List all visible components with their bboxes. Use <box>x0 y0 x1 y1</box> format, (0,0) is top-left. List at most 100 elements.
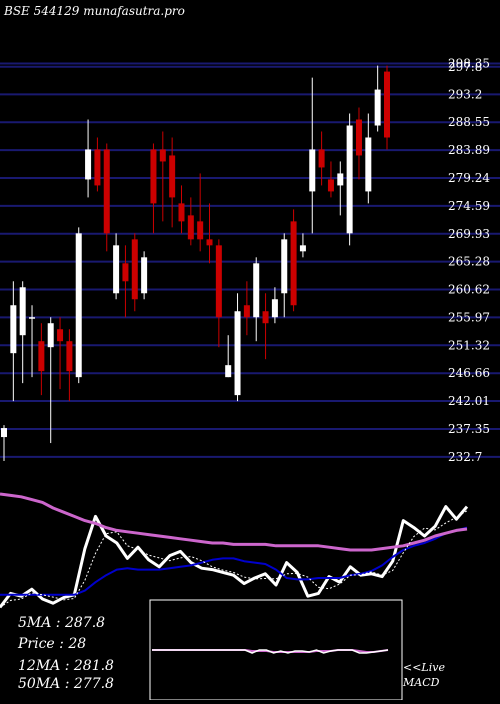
macd-layer <box>152 649 389 654</box>
candle <box>355 107 362 180</box>
chart-title: BSE 544129 munafasutra.pro <box>4 4 185 18</box>
y-tick-label: 293.2 <box>448 87 482 101</box>
candle-body <box>85 149 92 180</box>
candle <box>169 137 176 228</box>
y-tick-label: 265.28 <box>448 255 490 269</box>
grid-layer <box>0 62 500 458</box>
candle <box>365 113 372 204</box>
candle <box>346 113 353 246</box>
candle <box>197 173 204 252</box>
candle-body <box>66 341 73 372</box>
candle-body <box>10 305 17 354</box>
candle <box>57 317 64 390</box>
candle <box>103 143 110 252</box>
macd-line-macd <box>152 649 389 654</box>
indicator-layer <box>0 492 469 609</box>
candle-body <box>75 233 82 378</box>
macd-label: MACD <box>403 676 440 689</box>
candle <box>206 203 213 264</box>
candle <box>113 233 120 300</box>
candle-body <box>1 428 7 438</box>
candle-body <box>38 341 45 372</box>
y-tick-label: 260.62 <box>448 283 490 297</box>
candle-body <box>327 179 334 192</box>
candle <box>327 161 334 198</box>
candle-body <box>234 311 241 396</box>
candle-body <box>281 239 288 294</box>
candle <box>75 227 82 384</box>
candle <box>29 305 36 378</box>
candle <box>243 281 250 336</box>
candle <box>47 317 54 444</box>
candle-body <box>122 263 129 282</box>
y-tick-label: 269.93 <box>448 227 490 241</box>
y-tick-label: 242.01 <box>448 394 490 408</box>
candle <box>150 143 157 234</box>
candle <box>374 65 381 132</box>
candle-body <box>169 155 176 198</box>
price-readout: Price : 28 <box>18 636 87 652</box>
candle-layer <box>1 65 390 462</box>
candle-body <box>225 365 232 378</box>
candle <box>141 251 148 300</box>
candle-body <box>206 239 213 246</box>
candle-body <box>243 305 250 318</box>
candle-body <box>178 203 185 222</box>
candle <box>234 293 241 402</box>
candle-body <box>290 221 297 306</box>
candle <box>94 137 101 192</box>
candle-body <box>113 245 120 294</box>
candle-body <box>29 317 36 319</box>
candle-body <box>337 173 344 186</box>
candle <box>271 287 278 324</box>
indicator-line-price <box>0 505 469 609</box>
y-tick-label: 297.8 <box>448 60 482 74</box>
y-tick-label: 274.59 <box>448 199 490 213</box>
candle-body <box>197 221 204 240</box>
candle <box>1 425 7 462</box>
y-tick-label: 279.24 <box>448 171 490 185</box>
candle-body <box>103 149 110 234</box>
y-tick-label: 251.32 <box>448 338 490 352</box>
candle-body <box>299 245 306 252</box>
candle-body <box>131 239 138 300</box>
candle <box>131 233 138 312</box>
candle-body <box>159 149 166 162</box>
candle-body <box>374 89 381 126</box>
candle <box>215 239 222 348</box>
candle <box>122 245 129 318</box>
candle <box>309 77 316 234</box>
candle <box>318 131 325 186</box>
indicator-line-ma_long <box>0 492 468 552</box>
candle-body <box>309 149 316 192</box>
candle-body <box>253 263 260 318</box>
candle <box>299 233 306 258</box>
candle-body <box>150 149 157 204</box>
indicator-line-smooth <box>0 510 468 608</box>
y-tick-label: 232.7 <box>448 450 482 464</box>
candle-body <box>271 299 278 318</box>
candle <box>281 233 288 318</box>
y-tick-label: 288.55 <box>448 115 490 129</box>
candle <box>337 161 344 216</box>
candle-body <box>187 215 194 240</box>
candle <box>38 323 45 396</box>
ma12-readout: 12MA : 281.8 <box>18 658 114 674</box>
candle <box>66 329 73 402</box>
macd-live-label: <<Live <box>403 661 445 674</box>
candle-body <box>318 149 325 168</box>
y-tick-label: 255.97 <box>448 310 490 324</box>
indicator-line-ma_short <box>0 526 468 596</box>
candle <box>19 281 26 384</box>
y-tick-label: 237.35 <box>448 422 490 436</box>
candle <box>178 185 185 234</box>
y-tick-label: 298.35 <box>448 56 490 70</box>
ma5-readout: 5MA : 287.8 <box>18 615 106 631</box>
candle <box>159 131 166 222</box>
candle-body <box>94 149 101 186</box>
candle <box>10 281 17 402</box>
candle-body <box>19 287 26 336</box>
candle-body <box>141 257 148 294</box>
